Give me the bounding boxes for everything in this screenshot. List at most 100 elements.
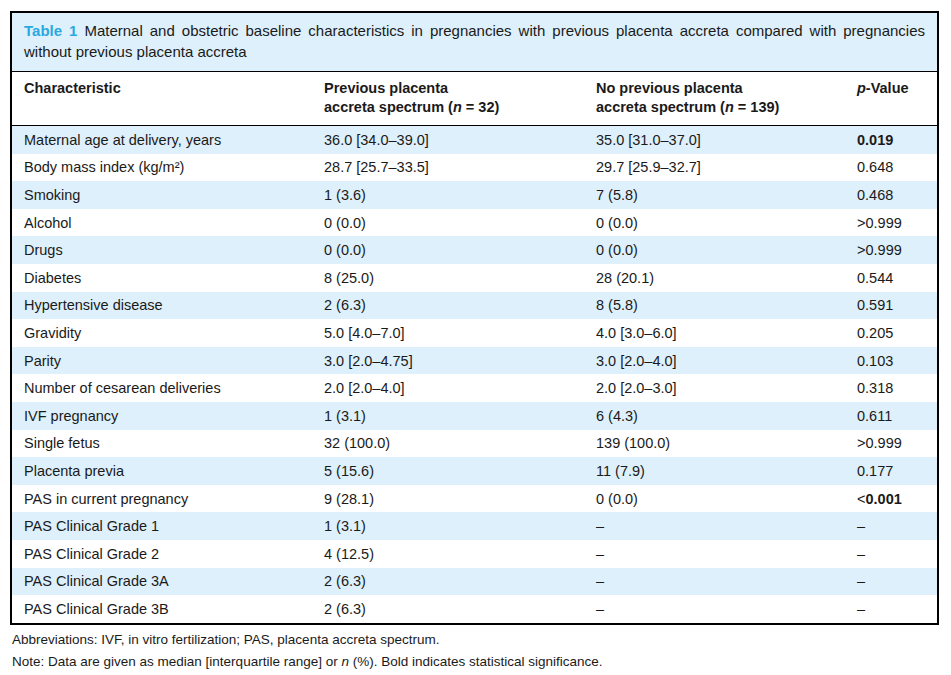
characteristic-cell: Body mass index (kg/m²) bbox=[12, 159, 312, 175]
characteristic-cell: Alcohol bbox=[12, 215, 312, 231]
p-value-cell: – bbox=[845, 546, 937, 562]
table-row: Smoking 1 (3.6) 7 (5.8) 0.468 bbox=[12, 181, 937, 209]
table-row: Parity 3.0 [2.0–4.75] 3.0 [2.0–4.0] 0.10… bbox=[12, 347, 937, 375]
characteristic-cell: PAS Clinical Grade 3B bbox=[12, 601, 312, 617]
table-footnotes: Abbreviations: IVF, in vitro fertilizati… bbox=[12, 629, 603, 673]
prev-pas-cell: 1 (3.1) bbox=[312, 518, 584, 534]
no-prev-pas-cell: – bbox=[584, 601, 845, 617]
header-previous-pas: Previous placenta accreta spectrum (n = … bbox=[312, 79, 584, 117]
no-prev-pas-cell: 3.0 [2.0–4.0] bbox=[584, 353, 845, 369]
characteristic-cell: Gravidity bbox=[12, 325, 312, 341]
prev-pas-cell: 0 (0.0) bbox=[312, 242, 584, 258]
prev-pas-cell: 32 (100.0) bbox=[312, 435, 584, 451]
table-row: PAS Clinical Grade 1 1 (3.1) – – bbox=[12, 512, 937, 540]
abbreviations-note: Abbreviations: IVF, in vitro fertilizati… bbox=[12, 629, 603, 651]
prev-pas-cell: 0 (0.0) bbox=[312, 215, 584, 231]
no-prev-pas-cell: 0 (0.0) bbox=[584, 215, 845, 231]
prev-pas-cell: 5.0 [4.0–7.0] bbox=[312, 325, 584, 341]
table-row: Alcohol 0 (0.0) 0 (0.0) >0.999 bbox=[12, 209, 937, 237]
p-value-cell: >0.999 bbox=[845, 215, 937, 231]
characteristic-cell: PAS in current pregnancy bbox=[12, 491, 312, 507]
no-prev-pas-cell: 7 (5.8) bbox=[584, 187, 845, 203]
table-caption-number: Table 1 bbox=[24, 22, 77, 39]
prev-pas-cell: 9 (28.1) bbox=[312, 491, 584, 507]
prev-pas-cell: 5 (15.6) bbox=[312, 463, 584, 479]
prev-pas-cell: 2.0 [2.0–4.0] bbox=[312, 380, 584, 396]
no-prev-pas-cell: 2.0 [2.0–3.0] bbox=[584, 380, 845, 396]
no-prev-pas-cell: – bbox=[584, 546, 845, 562]
characteristic-cell: PAS Clinical Grade 3A bbox=[12, 573, 312, 589]
table-header-row: Characteristic Previous placenta accreta… bbox=[12, 71, 937, 126]
table-caption: Table 1 Maternal and obstetric baseline … bbox=[12, 13, 937, 71]
p-value-cell: – bbox=[845, 518, 937, 534]
no-prev-pas-cell: 0 (0.0) bbox=[584, 491, 845, 507]
p-value-cell: >0.999 bbox=[845, 435, 937, 451]
prev-pas-cell: 28.7 [25.7–33.5] bbox=[312, 159, 584, 175]
characteristic-cell: PAS Clinical Grade 1 bbox=[12, 518, 312, 534]
prev-pas-cell: 1 (3.1) bbox=[312, 408, 584, 424]
table-row: Hypertensive disease 2 (6.3) 8 (5.8) 0.5… bbox=[12, 292, 937, 320]
no-prev-pas-cell: 6 (4.3) bbox=[584, 408, 845, 424]
table-row: Diabetes 8 (25.0) 28 (20.1) 0.544 bbox=[12, 264, 937, 292]
characteristic-cell: Smoking bbox=[12, 187, 312, 203]
prev-pas-cell: 2 (6.3) bbox=[312, 573, 584, 589]
table-row: Gravidity 5.0 [4.0–7.0] 4.0 [3.0–6.0] 0.… bbox=[12, 319, 937, 347]
p-value-cell: – bbox=[845, 601, 937, 617]
prev-pas-cell: 8 (25.0) bbox=[312, 270, 584, 286]
characteristic-cell: Single fetus bbox=[12, 435, 312, 451]
characteristic-cell: Number of cesarean deliveries bbox=[12, 380, 312, 396]
no-prev-pas-cell: – bbox=[584, 573, 845, 589]
p-value-cell: – bbox=[845, 573, 937, 589]
page: Table 1 Maternal and obstetric baseline … bbox=[0, 0, 951, 675]
header-characteristic: Characteristic bbox=[12, 79, 312, 117]
table-row: Single fetus 32 (100.0) 139 (100.0) >0.9… bbox=[12, 430, 937, 458]
characteristic-cell: Placenta previa bbox=[12, 463, 312, 479]
characteristic-cell: IVF pregnancy bbox=[12, 408, 312, 424]
no-prev-pas-cell: 139 (100.0) bbox=[584, 435, 845, 451]
table-row: PAS Clinical Grade 2 4 (12.5) – – bbox=[12, 540, 937, 568]
table-row: Placenta previa 5 (15.6) 11 (7.9) 0.177 bbox=[12, 457, 937, 485]
table-row: PAS in current pregnancy 9 (28.1) 0 (0.0… bbox=[12, 485, 937, 513]
no-prev-pas-cell: – bbox=[584, 518, 845, 534]
header-no-previous-pas: No previous placenta accreta spectrum (n… bbox=[584, 79, 845, 117]
p-value-cell: 0.648 bbox=[845, 159, 937, 175]
no-prev-pas-cell: 11 (7.9) bbox=[584, 463, 845, 479]
characteristic-cell: Maternal age at delivery, years bbox=[12, 132, 312, 148]
p-value-cell: 0.318 bbox=[845, 380, 937, 396]
p-value-cell: 0.205 bbox=[845, 325, 937, 341]
prev-pas-cell: 2 (6.3) bbox=[312, 601, 584, 617]
characteristic-cell: Hypertensive disease bbox=[12, 297, 312, 313]
prev-pas-cell: 4 (12.5) bbox=[312, 546, 584, 562]
prev-pas-cell: 36.0 [34.0–39.0] bbox=[312, 132, 584, 148]
prev-pas-cell: 3.0 [2.0–4.75] bbox=[312, 353, 584, 369]
table-caption-text: Maternal and obstetric baseline characte… bbox=[24, 22, 925, 60]
p-value-cell: 0.611 bbox=[845, 408, 937, 424]
table-row: Body mass index (kg/m²) 28.7 [25.7–33.5]… bbox=[12, 154, 937, 182]
p-value-cell: 0.468 bbox=[845, 187, 937, 203]
p-value-cell: 0.019 bbox=[845, 132, 937, 148]
characteristic-cell: PAS Clinical Grade 2 bbox=[12, 546, 312, 562]
no-prev-pas-cell: 4.0 [3.0–6.0] bbox=[584, 325, 845, 341]
p-value-cell: >0.999 bbox=[845, 242, 937, 258]
p-value-cell: 0.544 bbox=[845, 270, 937, 286]
no-prev-pas-cell: 35.0 [31.0–37.0] bbox=[584, 132, 845, 148]
data-note: Note: Data are given as median [interqua… bbox=[12, 651, 603, 673]
no-prev-pas-cell: 0 (0.0) bbox=[584, 242, 845, 258]
p-value-cell: 0.177 bbox=[845, 463, 937, 479]
p-value-cell: 0.103 bbox=[845, 353, 937, 369]
table-body: Maternal age at delivery, years 36.0 [34… bbox=[12, 126, 937, 623]
no-prev-pas-cell: 28 (20.1) bbox=[584, 270, 845, 286]
characteristic-cell: Drugs bbox=[12, 242, 312, 258]
table-1: Table 1 Maternal and obstetric baseline … bbox=[10, 11, 939, 625]
p-value-cell: <0.001 bbox=[845, 491, 937, 507]
no-prev-pas-cell: 8 (5.8) bbox=[584, 297, 845, 313]
table-row: IVF pregnancy 1 (3.1) 6 (4.3) 0.611 bbox=[12, 402, 937, 430]
characteristic-cell: Diabetes bbox=[12, 270, 312, 286]
table-row: Number of cesarean deliveries 2.0 [2.0–4… bbox=[12, 374, 937, 402]
table-row: Drugs 0 (0.0) 0 (0.0) >0.999 bbox=[12, 236, 937, 264]
table-row: Maternal age at delivery, years 36.0 [34… bbox=[12, 126, 937, 154]
prev-pas-cell: 1 (3.6) bbox=[312, 187, 584, 203]
characteristic-cell: Parity bbox=[12, 353, 312, 369]
p-value-cell: 0.591 bbox=[845, 297, 937, 313]
no-prev-pas-cell: 29.7 [25.9–32.7] bbox=[584, 159, 845, 175]
